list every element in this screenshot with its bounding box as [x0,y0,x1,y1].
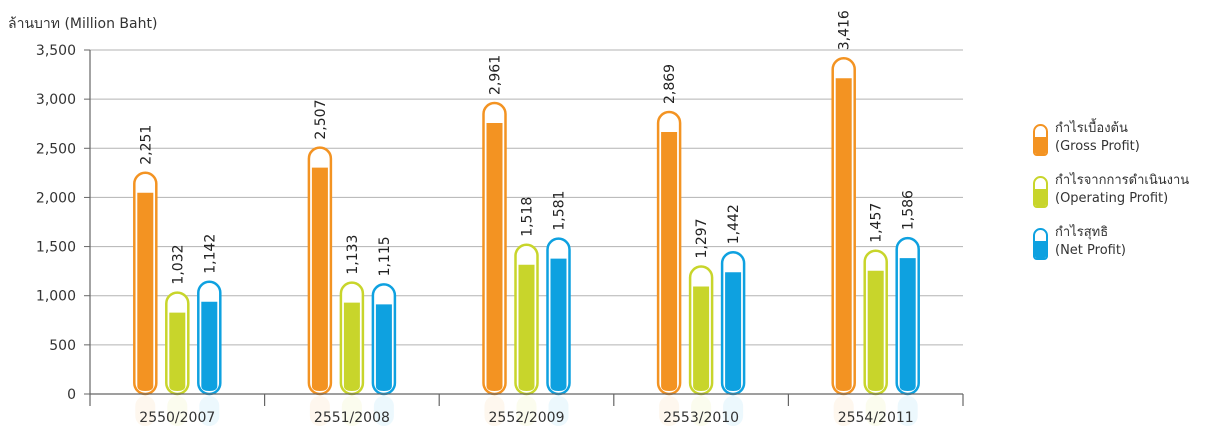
bar [867,270,884,391]
legend-swatch-gross-profit [1033,124,1048,156]
data-label: 3,416 [837,10,853,50]
data-label: 2,251 [138,125,154,165]
bar-reflection [865,396,886,426]
bar-reflection [373,396,394,426]
bar [486,122,503,391]
legend-swatch-net-profit [1033,228,1048,260]
y-tick-label: 3,500 [36,43,76,59]
data-label: 1,133 [345,235,361,275]
y-tick-label: 2,500 [36,141,76,157]
data-label: 2,961 [488,55,504,95]
data-label: 1,518 [520,197,536,237]
bar [375,304,392,391]
legend-fill-gross-profit [1035,136,1046,154]
bar-reflection [897,396,918,426]
legend-fill-operating-profit [1035,188,1046,206]
bar [550,258,567,391]
bar [343,302,360,391]
y-axis-unit-label: ล้านบาท (Million Baht) [8,16,158,32]
y-tick-label: 1,000 [36,289,76,305]
bar [835,78,852,392]
bar-reflection [135,396,156,426]
bar [311,167,328,391]
bar [169,312,186,391]
data-label: 1,457 [869,203,885,243]
bar-reflection [723,396,744,426]
y-tick-label: 0 [67,387,76,403]
legend-label-thai: กำไรจากการดำเนินงาน [1055,173,1190,188]
bar-reflection [659,396,680,426]
bar [725,272,742,391]
legend-swatch-operating-profit [1033,176,1048,208]
data-label: 1,142 [202,234,218,274]
bar [693,286,710,391]
y-axis-ticks: 0 500 1,000 1,500 2,000 2,500 3,000 3,500 [36,43,90,403]
bar-reflection [516,396,537,426]
legend-label-english: (Operating Profit) [1055,191,1169,206]
bar [661,132,678,391]
y-tick-label: 1,500 [36,240,76,256]
data-label: 1,586 [901,190,917,230]
data-label: 1,297 [694,218,710,258]
bar [137,192,154,391]
y-tick-label: 3,000 [36,92,76,108]
legend-label-thai: กำไรเบื้องต้น [1055,121,1128,136]
bar [518,264,535,391]
x-tick-label: 2550/2007 [139,410,215,426]
x-tick-label: 2552/2009 [489,410,565,426]
x-tick-label: 2553/2010 [663,410,739,426]
legend-label-english: (Gross Profit) [1055,139,1140,154]
legend-label-thai: กำไรสุทธิ [1055,225,1109,240]
data-label: 1,581 [552,191,568,231]
x-tick-label: 2551/2008 [314,410,390,426]
bar-reflection [309,396,330,426]
bar-reflection [341,396,362,426]
legend-label-english: (Net Profit) [1055,243,1127,258]
bar [201,301,218,391]
y-tick-label: 2,000 [36,190,76,206]
legend-fill-net-profit [1035,240,1046,258]
data-label: 1,442 [726,204,742,244]
data-label: 1,032 [170,244,186,284]
data-label: 2,507 [313,100,329,140]
bar-reflection [484,396,505,426]
bar [899,258,916,391]
bar-reflection [167,396,188,426]
bar-reflection [548,396,569,426]
y-tick-label: 500 [49,338,76,354]
bars: 2,251 1,032 1,142 2,507 1,133 1,115 2,961 1,518… [133,10,920,426]
data-label: 2,869 [662,64,678,104]
x-axis: 2550/2007 2551/2008 2552/2009 2553/2010 2554… [89,50,964,426]
bar-reflection [199,396,220,426]
bar-reflection [833,396,854,426]
x-tick-label: 2554/2011 [838,410,914,426]
data-label: 1,115 [377,236,393,276]
bar-reflection [691,396,712,426]
